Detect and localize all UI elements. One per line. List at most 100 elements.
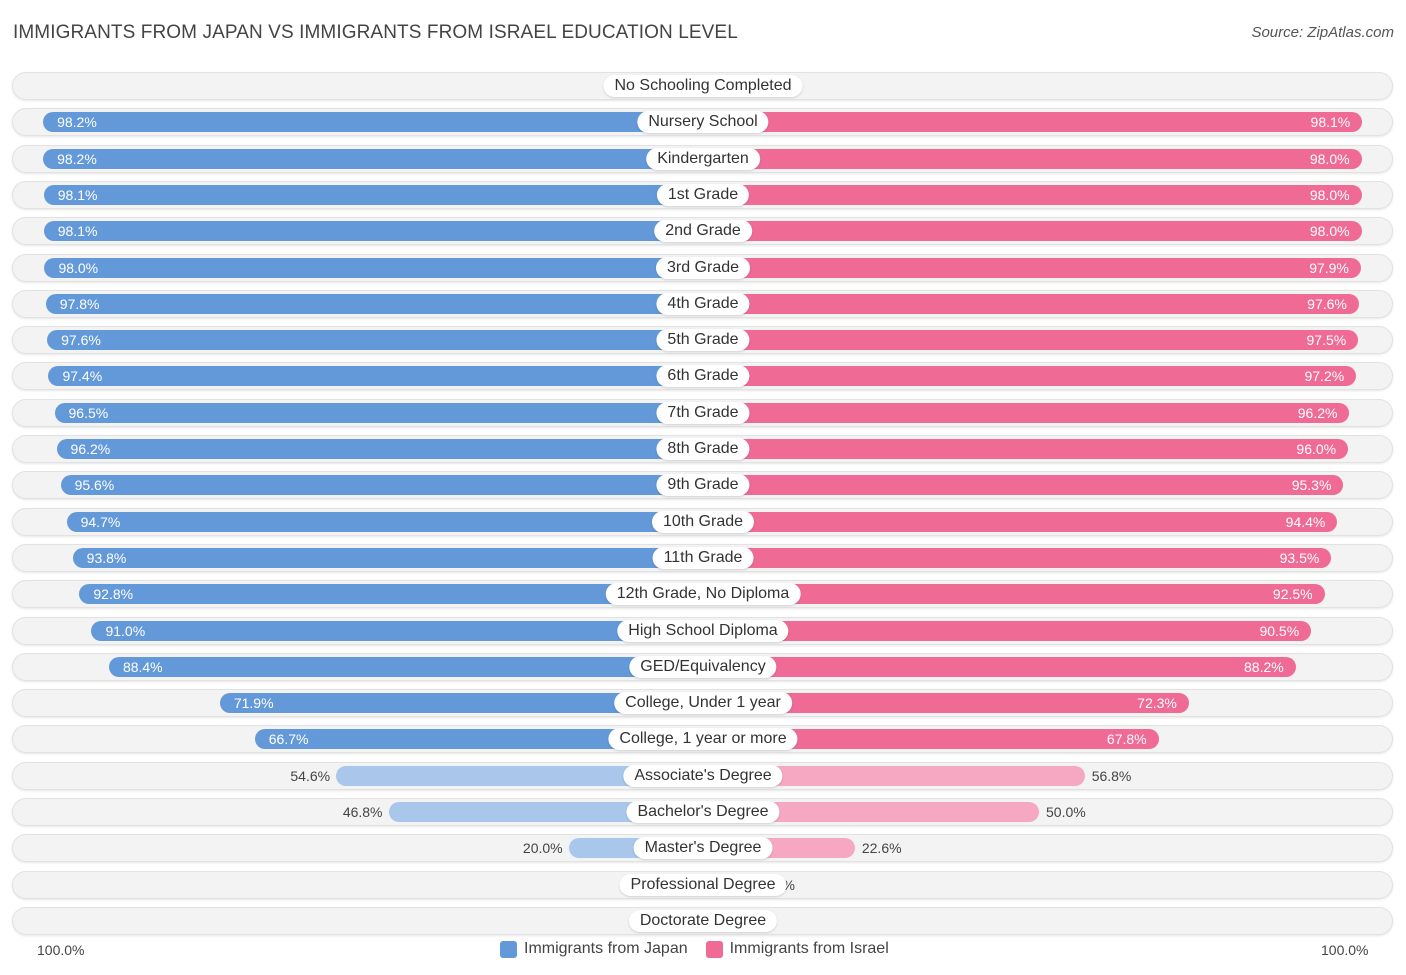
legend-item-japan: Immigrants from Japan (500, 940, 688, 958)
value-japan-6th-grade: 97.4% (62, 368, 103, 385)
bar-japan-nursery-school (43, 112, 703, 133)
value-japan-3rd-grade: 98.0% (58, 259, 99, 276)
bar-japan-college-under-1-year (219, 693, 703, 714)
value-israel-7th-grade: 96.2% (1297, 404, 1338, 421)
category-label-7th-grade: 7th Grade (656, 401, 750, 424)
value-japan-4th-grade: 97.8% (59, 295, 100, 312)
bar-israel-1st-grade (703, 184, 1362, 205)
bar-israel-5th-grade (703, 330, 1359, 351)
category-label-1st-grade: 1st Grade (656, 183, 750, 206)
value-israel-master-s-degree: 22.6% (861, 840, 902, 857)
bar-israel-3rd-grade (703, 257, 1361, 278)
bar-japan-5th-grade (47, 330, 703, 351)
category-label-bachelor-s-degree: Bachelor's Degree (626, 801, 780, 823)
category-label-nursery-school: Nursery School (637, 111, 769, 134)
value-japan-12th-grade-no-diploma: 92.8% (93, 586, 134, 603)
category-label-10th-grade: 10th Grade (651, 510, 755, 533)
category-label-9th-grade: 9th Grade (656, 474, 750, 497)
category-label-college-1-year-or-more: College, 1 year or more (608, 728, 798, 751)
legend-swatch-israel (705, 940, 723, 958)
value-japan-college-under-1-year: 71.9% (233, 695, 274, 712)
value-japan-high-school-diploma: 91.0% (105, 622, 146, 639)
category-label-no-schooling-completed: No Schooling Completed (603, 75, 803, 97)
value-israel-3rd-grade: 97.9% (1309, 259, 1349, 276)
category-label-6th-grade: 6th Grade (656, 365, 750, 388)
value-israel-associate-s-degree: 56.8% (1091, 767, 1132, 784)
value-japan-bachelor-s-degree: 46.8% (342, 804, 383, 820)
value-japan-associate-s-degree: 54.6% (290, 767, 331, 784)
bar-israel-nursery-school (703, 112, 1363, 133)
category-label-college-under-1-year: College, Under 1 year (614, 692, 792, 715)
bar-japan-ged-equivalency (108, 656, 703, 677)
value-israel-kindergarten: 98.0% (1309, 150, 1350, 167)
bar-israel-bachelor-s-degree (703, 802, 1039, 822)
bar-japan-10th-grade (66, 511, 703, 532)
value-japan-9th-grade: 95.6% (74, 477, 115, 494)
bar-israel-11th-grade (703, 547, 1332, 568)
value-israel-12th-grade-no-diploma: 92.5% (1272, 586, 1313, 603)
bar-japan-associate-s-degree (336, 765, 703, 786)
legend-label-japan: Immigrants from Japan (524, 940, 688, 957)
bar-japan-college-1-year-or-more (254, 729, 703, 750)
value-israel-2nd-grade: 98.0% (1309, 223, 1350, 240)
bar-israel-associate-s-degree (703, 765, 1085, 786)
bar-japan-1st-grade (43, 184, 703, 205)
category-label-ged-equivalency: GED/Equivalency (629, 655, 777, 678)
value-israel-college-under-1-year: 72.3% (1137, 695, 1177, 712)
category-label-3rd-grade: 3rd Grade (655, 256, 751, 279)
value-israel-bachelor-s-degree: 50.0% (1046, 804, 1086, 820)
bar-japan-high-school-diploma (91, 620, 703, 641)
category-label-12th-grade-no-diploma: 12th Grade, No Diploma (605, 583, 801, 606)
bar-japan-7th-grade (54, 402, 703, 423)
legend-item-israel: Immigrants from Israel (705, 940, 889, 958)
category-label-high-school-diploma: High School Diploma (617, 619, 789, 642)
bar-japan-6th-grade (48, 366, 703, 387)
category-label-kindergarten: Kindergarten (646, 147, 760, 170)
value-israel-6th-grade: 97.2% (1304, 368, 1345, 385)
bar-japan-4th-grade (45, 293, 703, 314)
category-label-4th-grade: 4th Grade (656, 292, 750, 315)
value-japan-kindergarten: 98.2% (57, 150, 97, 167)
bar-japan-8th-grade (56, 439, 703, 459)
bar-israel-4th-grade (703, 293, 1359, 314)
value-japan-master-s-degree: 20.0% (522, 840, 563, 857)
value-israel-9th-grade: 95.3% (1291, 477, 1332, 494)
value-israel-ged-equivalency: 88.2% (1244, 658, 1284, 675)
value-japan-11th-grade: 93.8% (86, 549, 127, 566)
bar-israel-college-1-year-or-more (703, 729, 1159, 750)
bar-israel-6th-grade (703, 366, 1357, 387)
category-label-professional-degree: Professional Degree (619, 873, 787, 896)
bar-israel-college-under-1-year (703, 693, 1189, 714)
bar-israel-ged-equivalency (703, 656, 1296, 677)
legend: Immigrants from Japan Immigrants from Is… (500, 940, 889, 958)
bar-japan-3rd-grade (44, 257, 703, 278)
value-japan-ged-equivalency: 88.4% (122, 658, 163, 675)
value-israel-10th-grade: 94.4% (1285, 513, 1326, 530)
value-japan-1st-grade: 98.1% (57, 186, 98, 203)
axis-right-label: 100.0% (1321, 942, 1369, 958)
legend-label-israel: Immigrants from Israel (729, 940, 889, 957)
value-japan-10th-grade: 94.7% (80, 513, 121, 530)
value-japan-7th-grade: 96.5% (68, 404, 109, 421)
bar-japan-12th-grade-no-diploma (79, 584, 703, 605)
category-label-master-s-degree: Master's Degree (633, 837, 773, 860)
bar-israel-7th-grade (703, 402, 1350, 423)
category-label-11th-grade: 11th Grade (652, 546, 754, 569)
value-israel-nursery-school: 98.1% (1310, 114, 1351, 131)
bar-japan-bachelor-s-degree (388, 802, 703, 822)
bar-israel-kindergarten (703, 148, 1362, 169)
value-israel-1st-grade: 98.0% (1309, 186, 1350, 203)
source-credit: Source: ZipAtlas.com (1251, 24, 1394, 41)
legend-swatch-japan (500, 940, 517, 958)
category-label-2nd-grade: 2nd Grade (654, 220, 752, 243)
value-israel-11th-grade: 93.5% (1279, 549, 1320, 566)
category-label-doctorate-degree: Doctorate Degree (628, 909, 778, 932)
category-label-8th-grade: 8th Grade (656, 438, 750, 460)
bar-japan-2nd-grade (43, 221, 703, 242)
bar-israel-12th-grade-no-diploma (703, 584, 1325, 605)
value-israel-8th-grade: 96.0% (1296, 441, 1337, 457)
bar-japan-11th-grade (72, 547, 703, 568)
value-israel-5th-grade: 97.5% (1306, 332, 1347, 349)
bar-israel-high-school-diploma (703, 620, 1312, 641)
